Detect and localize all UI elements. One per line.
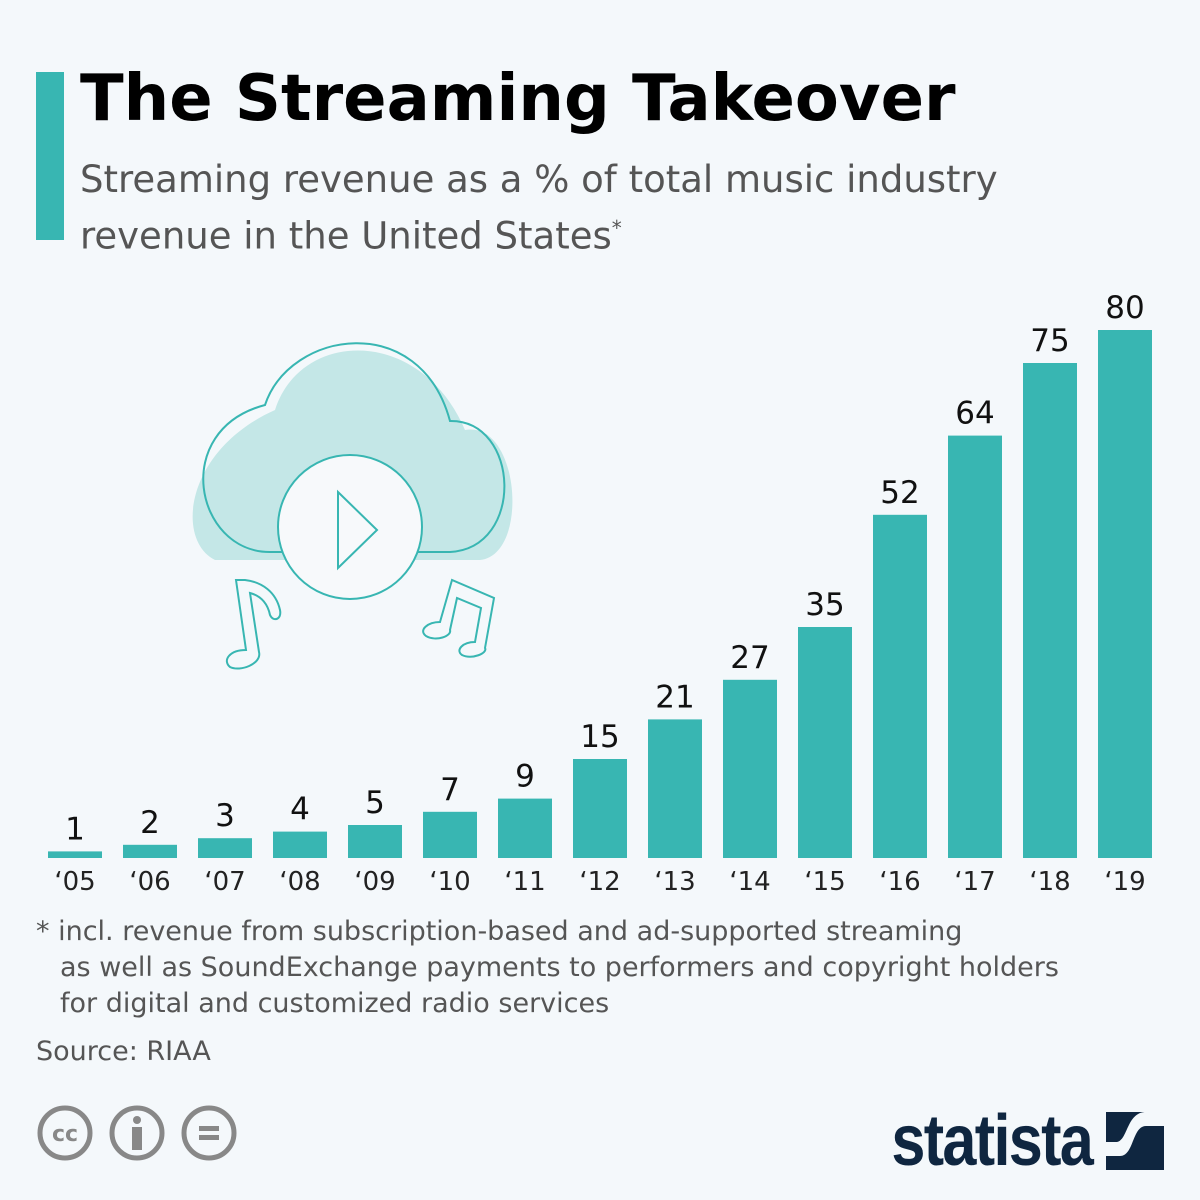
x-tick-label: ‘08 <box>279 867 320 897</box>
bar-13 <box>1023 363 1077 858</box>
brand-name: statista <box>891 1101 1093 1181</box>
data-label: 7 <box>440 772 460 808</box>
x-tick-label: ‘09 <box>354 867 395 897</box>
footnote-line: for digital and customized radio service… <box>60 988 610 1019</box>
bar-8 <box>648 719 702 858</box>
x-tick-label: ‘17 <box>954 867 995 897</box>
data-label: 3 <box>215 798 235 834</box>
data-label: 15 <box>580 719 619 755</box>
x-tick-label: ‘15 <box>804 867 845 897</box>
statista-logo[interactable]: statista <box>856 1100 1164 1182</box>
data-label: 4 <box>290 792 310 828</box>
subtitle-footnote-mark: * <box>611 216 622 240</box>
bars: 1 ‘05 2 ‘06 3 ‘07 4 ‘08 5 ‘09 7 ‘10 9 ‘11 15 ‘12 21 ‘13 27… <box>48 290 1152 897</box>
data-label: 2 <box>140 805 160 841</box>
data-label: 5 <box>365 785 385 821</box>
x-tick-label: ‘13 <box>654 867 695 897</box>
x-tick-label: ‘05 <box>54 867 95 897</box>
footnote-line: as well as SoundExchange payments to per… <box>60 952 1059 983</box>
bar-2 <box>198 838 252 858</box>
title-accent-bar <box>36 72 64 240</box>
data-label: 35 <box>805 587 844 623</box>
play-button-circle <box>277 454 423 600</box>
svg-text:cc: cc <box>52 1122 78 1147</box>
play-icon <box>337 489 379 571</box>
data-label: 9 <box>515 759 535 795</box>
x-tick-label: ‘11 <box>504 867 545 897</box>
bar-3 <box>273 831 327 858</box>
attribution-icon[interactable] <box>108 1104 166 1162</box>
bar-0 <box>48 851 102 858</box>
page-title: The Streaming Takeover <box>80 62 956 136</box>
bar-11 <box>873 514 927 858</box>
bar-5 <box>423 811 477 858</box>
x-tick-label: ‘10 <box>429 867 470 897</box>
x-tick-label: ‘06 <box>129 867 170 897</box>
bar-1 <box>123 844 177 858</box>
cc-icon[interactable]: cc <box>36 1104 94 1162</box>
bar-4 <box>348 825 402 858</box>
x-tick-label: ‘18 <box>1029 867 1070 897</box>
data-label: 80 <box>1105 290 1144 326</box>
bar-7 <box>573 759 627 858</box>
footnote: * incl. revenue from subscription-based … <box>36 914 1059 1022</box>
bar-10 <box>798 627 852 858</box>
statista-logo-icon <box>1106 1112 1164 1170</box>
data-label: 75 <box>1030 323 1069 359</box>
bar-6 <box>498 798 552 858</box>
x-tick-label: ‘14 <box>729 867 770 897</box>
no-derivatives-icon[interactable] <box>180 1104 238 1162</box>
x-tick-label: ‘19 <box>1104 867 1145 897</box>
data-label: 21 <box>655 679 694 715</box>
license-icons[interactable]: cc <box>36 1104 238 1162</box>
cloud-illustration <box>192 342 513 670</box>
subtitle-text: Streaming revenue as a % of total music … <box>80 158 998 258</box>
data-label: 64 <box>955 396 994 432</box>
bar-12 <box>948 435 1002 858</box>
data-label: 52 <box>880 475 919 511</box>
footnote-line: * incl. revenue from subscription-based … <box>36 916 963 947</box>
bar-9 <box>723 679 777 858</box>
cloud-outline <box>202 342 506 553</box>
x-tick-label: ‘16 <box>879 867 920 897</box>
double-music-note-icon <box>422 578 496 658</box>
page-subtitle: Streaming revenue as a % of total music … <box>80 156 1030 260</box>
data-label: 27 <box>730 640 769 676</box>
source: Source: RIAA <box>36 1036 211 1067</box>
music-note-icon <box>225 579 282 670</box>
data-label: 1 <box>65 811 85 847</box>
x-tick-label: ‘12 <box>579 867 620 897</box>
x-tick-label: ‘07 <box>204 867 245 897</box>
bar-14 <box>1098 330 1152 858</box>
